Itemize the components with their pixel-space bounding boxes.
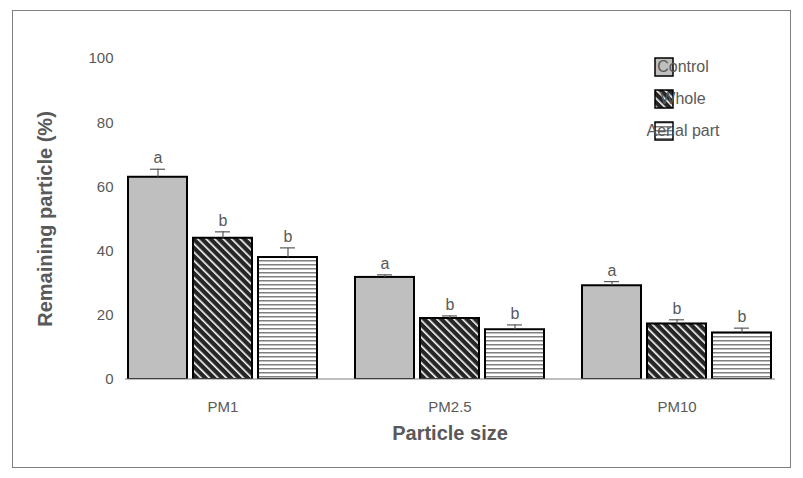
svg-text:Aerial part: Aerial part xyxy=(647,122,720,139)
svg-text:b: b xyxy=(673,300,682,317)
svg-text:Control: Control xyxy=(657,58,709,75)
svg-text:a: a xyxy=(381,255,390,272)
svg-text:b: b xyxy=(446,296,455,313)
svg-text:PM1: PM1 xyxy=(208,398,239,415)
svg-text:b: b xyxy=(738,308,747,325)
svg-text:b: b xyxy=(219,212,228,229)
svg-text:b: b xyxy=(511,305,520,322)
svg-text:a: a xyxy=(608,262,617,279)
svg-text:60: 60 xyxy=(97,178,114,195)
svg-text:Remaining particle (%): Remaining particle (%) xyxy=(34,111,56,327)
svg-text:PM10: PM10 xyxy=(657,398,696,415)
svg-text:100: 100 xyxy=(88,49,113,66)
svg-text:40: 40 xyxy=(97,242,114,259)
svg-text:80: 80 xyxy=(97,114,114,131)
svg-text:Whole: Whole xyxy=(660,90,705,107)
svg-text:Particle size: Particle size xyxy=(392,422,508,444)
svg-text:b: b xyxy=(284,228,293,245)
svg-text:0: 0 xyxy=(105,370,113,387)
svg-text:a: a xyxy=(154,149,163,166)
svg-text:20: 20 xyxy=(97,306,114,323)
svg-text:PM2.5: PM2.5 xyxy=(428,398,471,415)
